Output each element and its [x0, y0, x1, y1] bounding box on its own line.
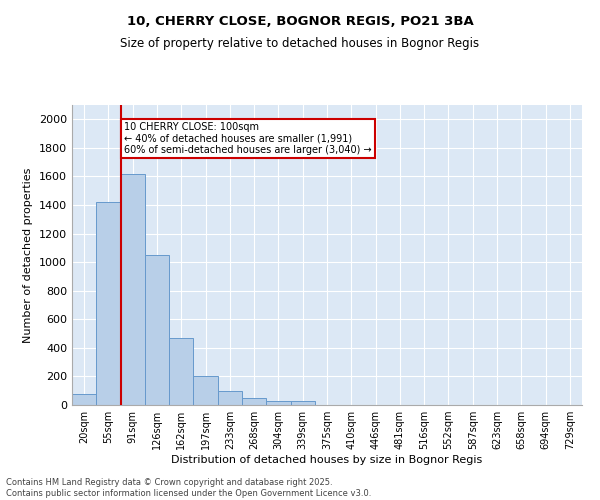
- Bar: [169, 338, 193, 405]
- X-axis label: Distribution of detached houses by size in Bognor Regis: Distribution of detached houses by size …: [172, 455, 482, 465]
- Text: Size of property relative to detached houses in Bognor Regis: Size of property relative to detached ho…: [121, 38, 479, 51]
- Bar: [96, 202, 121, 405]
- Bar: [266, 400, 290, 405]
- Bar: [72, 394, 96, 405]
- Bar: [290, 400, 315, 405]
- Text: 10, CHERRY CLOSE, BOGNOR REGIS, PO21 3BA: 10, CHERRY CLOSE, BOGNOR REGIS, PO21 3BA: [127, 15, 473, 28]
- Bar: [218, 390, 242, 405]
- Text: 10 CHERRY CLOSE: 100sqm
← 40% of detached houses are smaller (1,991)
60% of semi: 10 CHERRY CLOSE: 100sqm ← 40% of detache…: [124, 122, 372, 156]
- Bar: [242, 398, 266, 405]
- Bar: [145, 255, 169, 405]
- Bar: [121, 174, 145, 405]
- Bar: [193, 376, 218, 405]
- Text: Contains HM Land Registry data © Crown copyright and database right 2025.
Contai: Contains HM Land Registry data © Crown c…: [6, 478, 371, 498]
- Y-axis label: Number of detached properties: Number of detached properties: [23, 168, 34, 342]
